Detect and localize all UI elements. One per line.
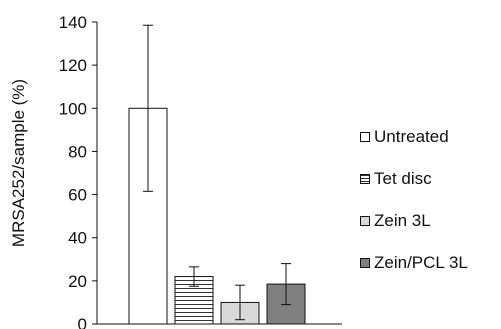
legend-label-tet-disc: Tet disc [374, 169, 432, 188]
y-tick-label-120: 120 [59, 56, 87, 75]
legend-item-tet-disc: Tet disc [360, 168, 468, 190]
error-bar-untreated [143, 24, 153, 192]
legend-swatch-zein-pcl-3l [360, 258, 370, 268]
legend-swatch-zein-3l [360, 216, 370, 226]
legend-swatch-untreated [360, 132, 370, 142]
legend-item-zein-3l: Zein 3L [360, 210, 468, 232]
y-tick-label-80: 80 [68, 142, 87, 161]
y-tick-label-40: 40 [68, 229, 87, 248]
error-bar-zein-3l [235, 284, 245, 321]
legend-item-zein-pcl-3l: Zein/PCL 3L [360, 252, 468, 274]
legend: Untreated Tet disc Zein 3L Zein/PCL 3L [360, 126, 468, 294]
bars [128, 107, 306, 325]
y-tick-label-20: 20 [68, 272, 87, 291]
error-bar-tet-disc [189, 266, 199, 287]
legend-label-zein-3l: Zein 3L [374, 211, 431, 230]
y-tick-label-100: 100 [59, 99, 87, 118]
legend-swatch-tet-disc [360, 174, 370, 184]
y-axis-label: MRSA252/sample (%) [9, 79, 28, 247]
legend-item-untreated: Untreated [360, 126, 468, 148]
legend-label-untreated: Untreated [374, 127, 449, 146]
y-tick-labels: 0 20 40 60 80 100 120 140 [59, 13, 87, 329]
error-bar-zein-pcl-3l [281, 263, 291, 306]
y-tick-label-60: 60 [68, 186, 87, 205]
y-tick-label-0: 0 [78, 315, 87, 329]
y-tick-label-140: 140 [59, 13, 87, 32]
error-bars [143, 24, 291, 321]
legend-label-zein-pcl-3l: Zein/PCL 3L [374, 253, 468, 272]
